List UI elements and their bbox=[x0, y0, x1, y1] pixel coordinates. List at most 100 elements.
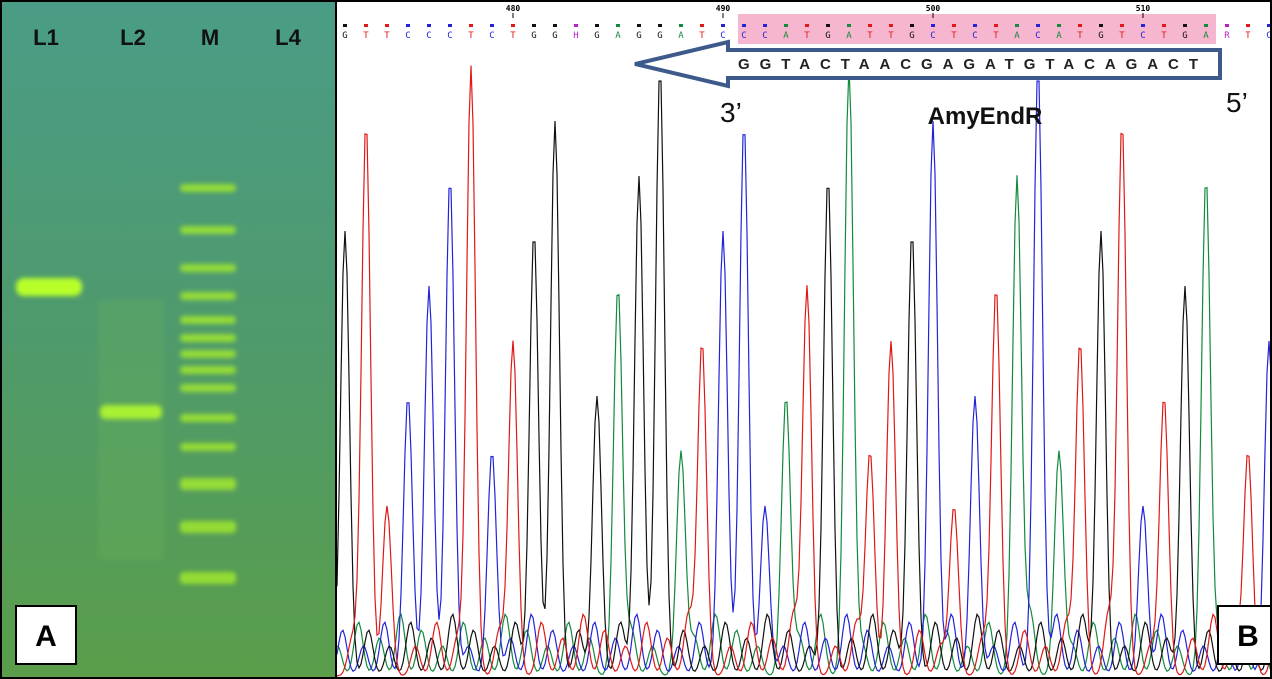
ladder-band bbox=[180, 292, 236, 300]
base-call: C bbox=[426, 31, 431, 41]
base-call: G bbox=[594, 31, 599, 41]
ladder-band bbox=[180, 316, 236, 324]
base-call: T bbox=[384, 31, 390, 41]
primer-name: AmyEndR bbox=[928, 103, 1043, 130]
base-call: H bbox=[573, 31, 578, 41]
primer-highlight bbox=[738, 14, 1216, 44]
base-call: G bbox=[531, 31, 536, 41]
base-call: G bbox=[1098, 31, 1103, 41]
ladder-band bbox=[180, 521, 236, 533]
gel-background bbox=[0, 0, 336, 679]
position-label: 500 bbox=[926, 4, 941, 13]
base-call: T bbox=[867, 31, 873, 41]
call-quality bbox=[973, 24, 977, 27]
position-label: 490 bbox=[716, 4, 731, 13]
base-call: A bbox=[678, 31, 684, 41]
call-quality bbox=[679, 24, 683, 27]
trace bbox=[337, 80, 1272, 673]
smear bbox=[98, 300, 164, 560]
base-call: T bbox=[1077, 31, 1083, 41]
base-call: G bbox=[657, 31, 662, 41]
base-call: C bbox=[741, 31, 746, 41]
call-quality bbox=[490, 24, 494, 27]
base-call: C bbox=[720, 31, 725, 41]
base-call: G bbox=[552, 31, 557, 41]
call-quality bbox=[1267, 24, 1271, 27]
call-quality bbox=[784, 24, 788, 27]
call-quality bbox=[952, 24, 956, 27]
base-call: C bbox=[405, 31, 410, 41]
call-quality bbox=[1015, 24, 1019, 27]
call-quality bbox=[763, 24, 767, 27]
call-quality bbox=[343, 24, 347, 27]
base-call: T bbox=[1119, 31, 1125, 41]
call-quality bbox=[994, 24, 998, 27]
call-quality bbox=[1078, 24, 1082, 27]
base-call: G bbox=[342, 31, 347, 41]
bands bbox=[16, 184, 236, 584]
base-call: T bbox=[1161, 31, 1167, 41]
base-call: T bbox=[468, 31, 474, 41]
base-call: A bbox=[1056, 31, 1062, 41]
base-call: T bbox=[993, 31, 999, 41]
base-call: C bbox=[447, 31, 452, 41]
band bbox=[16, 278, 82, 296]
call-quality bbox=[532, 24, 536, 27]
call-quality bbox=[511, 24, 515, 27]
call-quality bbox=[889, 24, 893, 27]
call-quality bbox=[931, 24, 935, 27]
base-call: C bbox=[1035, 31, 1040, 41]
ladder-band bbox=[180, 264, 236, 272]
panel-label: B bbox=[1237, 620, 1259, 653]
call-quality bbox=[1036, 24, 1040, 27]
call-quality bbox=[1225, 24, 1229, 27]
trace bbox=[337, 65, 1272, 677]
base-call: G bbox=[1182, 31, 1187, 41]
panel-label-box bbox=[15, 605, 77, 665]
ladder-band bbox=[180, 384, 236, 392]
base-call: G bbox=[909, 31, 914, 41]
base-call: C bbox=[930, 31, 935, 41]
call-quality bbox=[1057, 24, 1061, 27]
call-quality bbox=[406, 24, 410, 27]
band bbox=[100, 405, 162, 419]
ladder-band bbox=[180, 572, 236, 584]
lane-label: L4 bbox=[275, 25, 301, 50]
call-quality bbox=[1141, 24, 1145, 27]
call-quality bbox=[658, 24, 662, 27]
base-call: C bbox=[1140, 31, 1145, 41]
base-call: T bbox=[1245, 31, 1251, 41]
call-quality bbox=[1246, 24, 1250, 27]
base-call: G bbox=[825, 31, 830, 41]
primer-end: 3’ bbox=[720, 97, 742, 128]
call-quality bbox=[574, 24, 578, 27]
ladder-band bbox=[180, 334, 236, 342]
panel-label: A bbox=[35, 620, 57, 653]
base-call: C bbox=[762, 31, 767, 41]
call-quality bbox=[448, 24, 452, 27]
call-quality bbox=[826, 24, 830, 27]
base-call: T bbox=[699, 31, 705, 41]
call-quality bbox=[742, 24, 746, 27]
base-call: A bbox=[615, 31, 621, 41]
base-call: A bbox=[783, 31, 789, 41]
call-quality bbox=[427, 24, 431, 27]
base-call: T bbox=[951, 31, 957, 41]
position-label: 510 bbox=[1136, 4, 1151, 13]
ladder-band bbox=[180, 414, 236, 422]
call-quality bbox=[1183, 24, 1187, 27]
base-call: T bbox=[363, 31, 369, 41]
call-quality bbox=[385, 24, 389, 27]
base-call: C bbox=[972, 31, 977, 41]
call-quality bbox=[1120, 24, 1124, 27]
primer-end: 5’ bbox=[1226, 87, 1248, 118]
call-quality bbox=[1099, 24, 1103, 27]
panel-label-box bbox=[1217, 605, 1272, 665]
call-quality bbox=[910, 24, 914, 27]
base-call: T bbox=[510, 31, 516, 41]
ladder-band bbox=[180, 478, 236, 490]
ladder-band bbox=[180, 184, 236, 192]
gel-panel: L1 L2 M L4 A bbox=[0, 0, 336, 679]
